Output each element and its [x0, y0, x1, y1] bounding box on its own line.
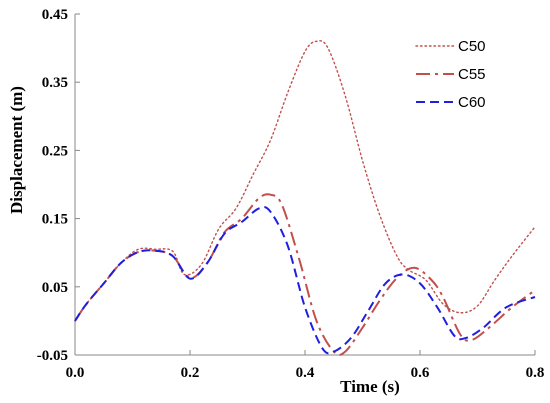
- x-tick-label: 0.6: [411, 365, 430, 381]
- x-tick-label: 0.2: [181, 365, 200, 381]
- series-layer: [74, 40, 536, 357]
- y-tick-label: 0.05: [42, 280, 68, 296]
- x-axis-title: Time (s): [340, 377, 400, 396]
- series-line-c60: [74, 206, 536, 355]
- x-tick-label: 0.8: [526, 365, 545, 381]
- axes: 0.0 0.2 0.4 0.6 0.8 -0.05 0.05 0.15 0.25 0.35 0.45: [37, 7, 545, 381]
- y-tick-label: 0.45: [42, 7, 68, 23]
- y-tick-label: 0.25: [42, 143, 68, 159]
- legend-label-c60: C60: [458, 94, 486, 111]
- x-tick-label: 0.4: [296, 365, 315, 381]
- x-tick-label: 0.0: [66, 365, 85, 381]
- legend-label-c50: C50: [458, 38, 486, 55]
- series-line-c55: [74, 193, 536, 357]
- y-tick-label: -0.05: [37, 348, 68, 364]
- y-axis-title: Displacement (m): [7, 86, 26, 214]
- legend: C50 C55 C60: [415, 38, 486, 111]
- legend-label-c55: C55: [458, 66, 486, 83]
- y-tick-label: 0.15: [42, 212, 68, 228]
- y-tick-label: 0.35: [42, 75, 68, 91]
- series-line-c50: [74, 40, 536, 322]
